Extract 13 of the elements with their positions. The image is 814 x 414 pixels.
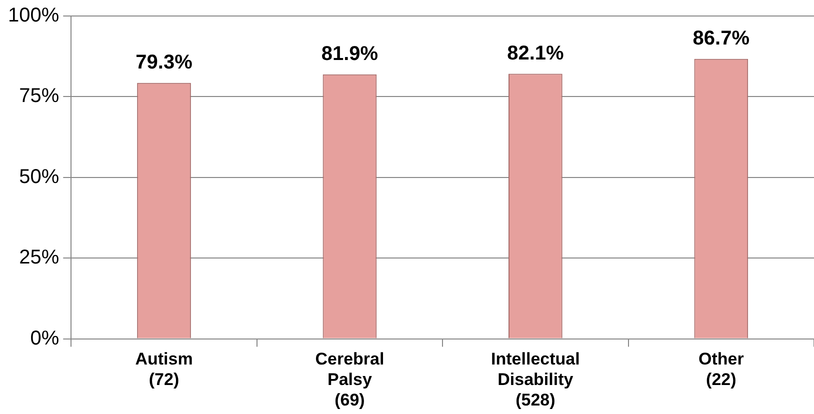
- data-label: 79.3%: [136, 51, 193, 74]
- data-label: 82.1%: [507, 42, 564, 64]
- y-tick-label: 0%: [30, 327, 60, 350]
- x-tick-label: Autism (72): [135, 350, 193, 390]
- x-tick-label: Cerebral Palsy (69): [315, 350, 384, 410]
- data-label: 86.7%: [692, 27, 750, 50]
- y-tick-label: 75%: [19, 85, 60, 108]
- y-tick-label: 50%: [19, 166, 60, 188]
- data-label: 81.9%: [321, 42, 378, 65]
- x-tick-label: Intellectual Disability (528): [491, 350, 580, 410]
- y-tick-label: 25%: [19, 246, 60, 269]
- x-tick-label: Other (22): [698, 350, 744, 390]
- y-tick-label: 100%: [8, 4, 60, 27]
